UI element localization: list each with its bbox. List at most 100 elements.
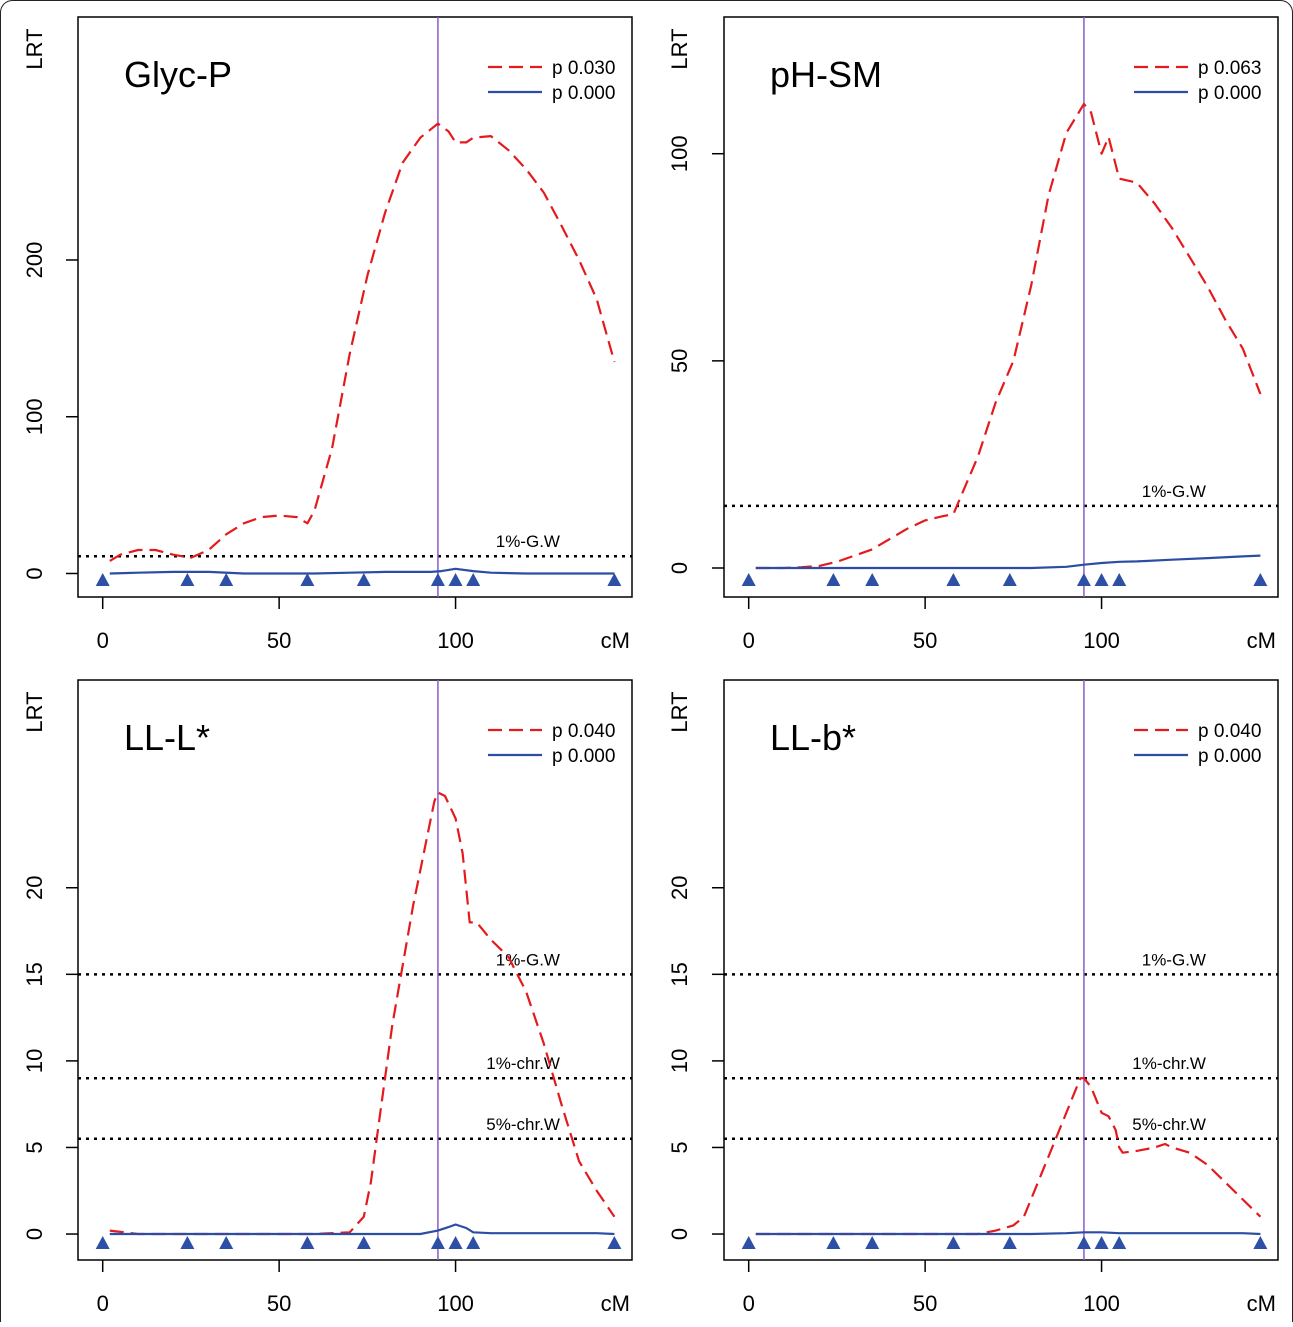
panel-title: LL-b* <box>770 717 856 758</box>
marker-triangle <box>741 573 756 586</box>
marker-triangle <box>466 573 481 586</box>
plot-area-frame <box>723 16 1279 598</box>
y-axis-label: LRT <box>667 28 692 69</box>
x-axis-label: cM <box>1247 1291 1276 1316</box>
marker-triangle <box>95 573 110 586</box>
marker-triangle <box>300 1236 315 1249</box>
y-axis-label: LRT <box>22 691 47 732</box>
x-tick-label: 100 <box>437 628 474 653</box>
x-tick-label: 0 <box>97 1291 109 1316</box>
x-tick-label: 50 <box>267 1291 291 1316</box>
series-line-1 <box>755 1077 1262 1236</box>
y-axis-label: LRT <box>22 28 47 69</box>
chart-panel-4: 0 5 10 15 20 0 50 100 cM LRT 1%-G.W 1%-chr.W 5%-chr.… <box>667 679 1279 1316</box>
x-tick-label: 0 <box>743 1291 755 1316</box>
y-tick-label: 0 <box>22 567 47 579</box>
marker-triangle <box>607 1236 622 1249</box>
marker-triangle <box>356 1236 371 1249</box>
y-tick-label: 15 <box>667 962 692 986</box>
y-tick-label: 100 <box>22 398 47 435</box>
plot-area-frame <box>77 679 633 1261</box>
y-tick-label: 10 <box>667 1049 692 1073</box>
marker-triangle <box>448 1236 463 1249</box>
marker-triangle <box>946 1236 961 1249</box>
x-axis-label: cM <box>1247 628 1276 653</box>
threshold-label: 1%-G.W <box>1142 482 1206 501</box>
y-tick-label: 0 <box>667 1228 692 1240</box>
threshold-label: 1%-chr.W <box>486 1054 560 1073</box>
threshold-label: 1%-G.W <box>496 950 560 969</box>
chart-panel-1: 0 100 200 0 50 100 cM LRT 1%-G.W Glyc-P p 0.030 p 0… <box>22 16 633 653</box>
threshold-label: 5%-chr.W <box>486 1115 560 1134</box>
chart-panel-2: 0 50 100 0 50 100 cM LRT 1%-G.W pH-SM p 0.063 p 0.0… <box>667 16 1279 653</box>
marker-triangle <box>1253 573 1268 586</box>
legend-label: p 0.063 <box>1198 58 1261 79</box>
marker-triangle <box>430 1236 445 1249</box>
x-tick-label: 0 <box>743 628 755 653</box>
marker-triangle <box>741 1236 756 1249</box>
series-line-2 <box>755 554 1261 570</box>
marker-triangle <box>946 573 961 586</box>
marker-triangle <box>1253 1236 1268 1249</box>
series-line-1 <box>109 122 616 562</box>
marker-triangle <box>95 1236 110 1249</box>
marker-triangle <box>430 573 445 586</box>
y-tick-label: 5 <box>22 1141 47 1153</box>
panel-title: Glyc-P <box>124 54 232 95</box>
marker-triangle <box>466 1236 481 1249</box>
x-tick-label: 100 <box>1083 1291 1120 1316</box>
chart-panel-3: 0 5 10 15 20 0 50 100 cM LRT 1%-G.W 1%-chr.W 5%-chr.… <box>22 679 633 1316</box>
marker-triangle <box>1094 1236 1109 1249</box>
y-tick-label: 200 <box>22 242 47 279</box>
marker-triangle <box>180 1236 195 1249</box>
marker-triangle <box>219 573 234 586</box>
x-tick-label: 0 <box>97 628 109 653</box>
marker-triangle <box>826 1236 841 1249</box>
marker-triangle <box>1112 573 1127 586</box>
y-axis-label: LRT <box>667 691 692 732</box>
marker-triangle <box>180 573 195 586</box>
marker-triangle <box>865 573 880 586</box>
panel-title: LL-L* <box>124 717 210 758</box>
plot-area-frame <box>77 16 633 598</box>
threshold-label: 1%-G.W <box>1142 950 1206 969</box>
threshold-label: 1%-G.W <box>496 532 560 551</box>
y-tick-label: 100 <box>667 135 692 172</box>
y-tick-label: 20 <box>22 876 47 900</box>
y-tick-label: 0 <box>22 1228 47 1240</box>
x-tick-label: 100 <box>1083 628 1120 653</box>
x-axis-label: cM <box>601 1291 630 1316</box>
marker-triangle <box>1076 573 1091 586</box>
series-line-2 <box>109 1223 615 1236</box>
y-tick-label: 20 <box>667 876 692 900</box>
y-tick-label: 15 <box>22 962 47 986</box>
x-axis-label: cM <box>601 628 630 653</box>
x-tick-label: 100 <box>437 1291 474 1316</box>
y-tick-label: 5 <box>667 1141 692 1153</box>
legend-label: p 0.040 <box>1198 721 1261 742</box>
panel-title: pH-SM <box>770 54 882 95</box>
marker-triangle <box>1076 1236 1091 1249</box>
marker-triangle <box>219 1236 234 1249</box>
series-line-2 <box>109 567 615 575</box>
x-tick-label: 50 <box>913 628 937 653</box>
legend-label: p 0.000 <box>1198 746 1261 767</box>
marker-triangle <box>1002 573 1017 586</box>
marker-triangle <box>607 573 622 586</box>
marker-triangle <box>448 573 463 586</box>
y-tick-label: 0 <box>667 562 692 574</box>
y-tick-label: 50 <box>667 349 692 373</box>
x-tick-label: 50 <box>913 1291 937 1316</box>
legend-label: p 0.030 <box>552 58 615 79</box>
marker-triangle <box>1002 1236 1017 1249</box>
legend-label: p 0.040 <box>552 721 615 742</box>
legend-label: p 0.000 <box>552 746 615 767</box>
x-tick-label: 50 <box>267 628 291 653</box>
threshold-label: 5%-chr.W <box>1132 1115 1206 1134</box>
y-tick-label: 10 <box>22 1049 47 1073</box>
marker-triangle <box>1112 1236 1127 1249</box>
marker-triangle <box>826 573 841 586</box>
